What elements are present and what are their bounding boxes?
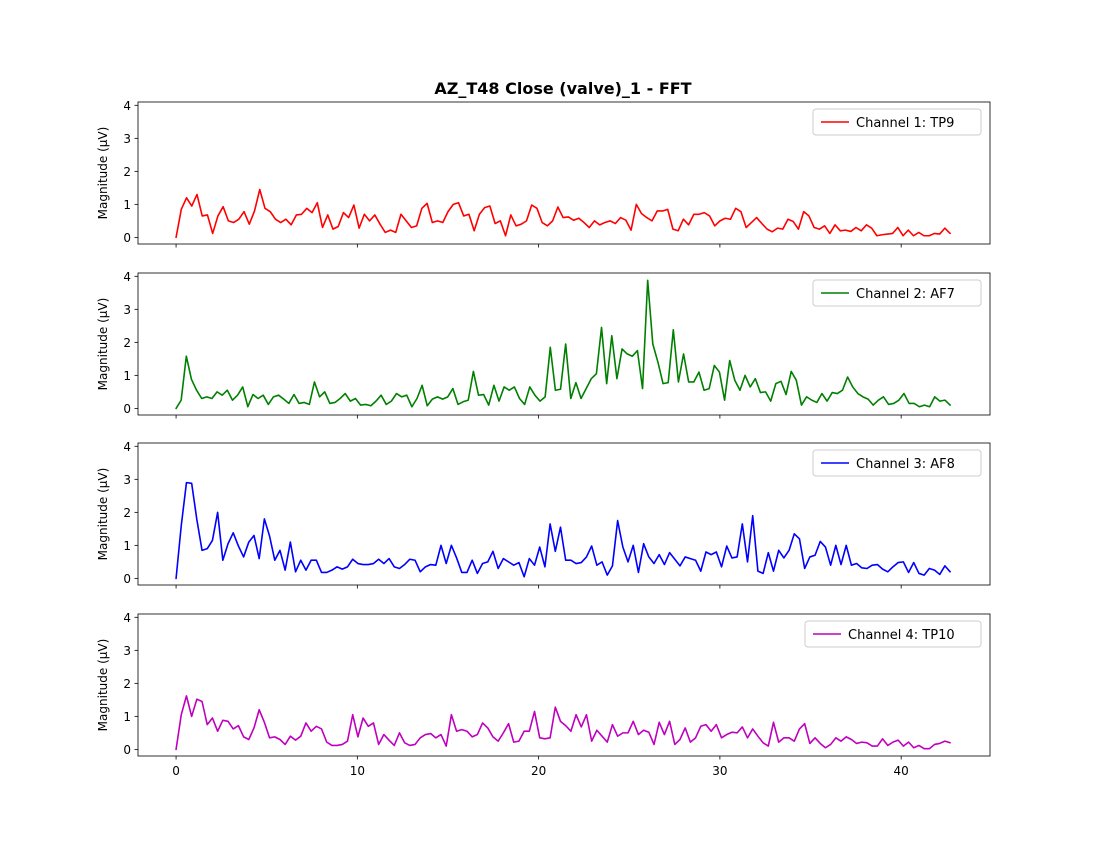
y-tick-label: 4 [123,270,131,284]
x-tick-label: 0 [172,764,180,778]
y-tick-label: 4 [123,440,131,454]
y-axis-label: Magnitude (μV) [96,127,110,220]
x-tick-label: 30 [712,764,727,778]
legend-box [804,620,982,648]
axes-frame [137,442,991,586]
axes-frame [137,272,991,416]
legend-box [812,279,982,307]
x-tick-label: 10 [350,764,365,778]
legend-label: Channel 3: AF8 [856,457,955,472]
y-tick-label: 3 [123,303,131,317]
subplot-panels: 0 1 2 3 4 Magnitude (μV) Channel 1: TP9 0 1 2 3 4 Ma… [96,99,991,778]
y-tick-label: 2 [123,336,131,350]
axes-frame [137,613,991,757]
series-line [175,695,951,751]
legend-box [812,108,982,136]
subplot-1: 0 1 2 3 4 Magnitude (μV) Channel 1: TP9 [96,99,991,248]
y-tick-label: 1 [123,198,131,212]
y-tick-label: 1 [123,710,131,724]
y-tick-label: 0 [123,231,131,245]
axes-frame [137,101,991,245]
y-axis-label: Magnitude (μV) [96,639,110,732]
y-tick-label: 4 [123,611,131,625]
y-tick-label: 2 [123,677,131,691]
y-tick-label: 1 [123,369,131,383]
y-tick-label: 0 [123,572,131,586]
y-tick-label: 1 [123,539,131,553]
legend: Channel 4: TP10 [804,620,982,648]
series-line [175,188,951,239]
y-tick-label: 2 [123,165,131,179]
x-tick-label: 20 [531,764,546,778]
legend-label: Channel 2: AF7 [856,287,955,302]
x-tick-label: 40 [894,764,909,778]
y-axis-label: Magnitude (μV) [96,468,110,561]
y-tick-label: 0 [123,743,131,757]
y-axis-label: Magnitude (μV) [96,298,110,391]
series-line [175,279,951,410]
legend: Channel 3: AF8 [812,449,982,477]
legend-label: Channel 4: TP10 [848,628,955,643]
subplot-2: 0 1 2 3 4 Magnitude (μV) Channel 2: AF7 [96,270,991,419]
series-line [175,481,951,580]
legend: Channel 2: AF7 [812,279,982,307]
legend: Channel 1: TP9 [812,108,982,136]
chart-title: AZ_T48 Close (valve)_1 - FFT [434,79,691,98]
y-tick-label: 3 [123,644,131,658]
legend-box [812,449,982,477]
y-tick-label: 3 [123,473,131,487]
y-tick-label: 2 [123,506,131,520]
y-tick-label: 0 [123,402,131,416]
subplot-3: 0 1 2 3 4 Magnitude (μV) Channel 3: AF8 [96,440,991,589]
y-tick-label: 3 [123,132,131,146]
legend-label: Channel 1: TP9 [856,116,954,131]
y-tick-label: 4 [123,99,131,113]
